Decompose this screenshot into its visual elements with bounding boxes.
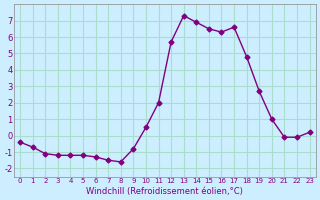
X-axis label: Windchill (Refroidissement éolien,°C): Windchill (Refroidissement éolien,°C) bbox=[86, 187, 243, 196]
